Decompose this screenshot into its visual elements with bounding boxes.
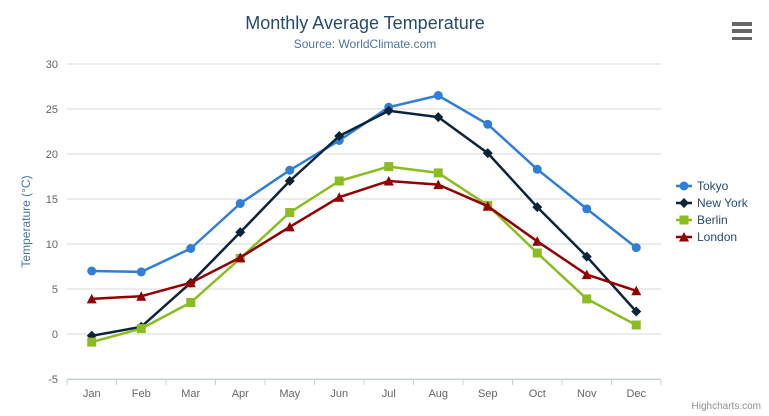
data-point-new-york[interactable] [284, 176, 295, 186]
data-point-new-york[interactable] [383, 105, 394, 116]
legend-item-new-york[interactable]: New York [676, 194, 748, 211]
chart-title: Monthly Average Temperature [245, 13, 485, 33]
legend-label: Berlin [697, 212, 728, 227]
data-point-berlin[interactable] [433, 168, 443, 178]
x-axis-tick-label: Feb [132, 388, 151, 400]
series-line-london[interactable] [90, 179, 638, 301]
data-point-berlin[interactable] [136, 324, 146, 334]
x-axis-tick-label: Apr [232, 388, 249, 400]
y-axis-tick-label: 15 [46, 194, 58, 206]
hamburger-bar [732, 36, 752, 40]
data-point-london[interactable] [482, 201, 493, 211]
legend-label: New York [697, 195, 748, 210]
data-point-london[interactable] [86, 293, 97, 304]
data-point-tokyo[interactable] [532, 164, 542, 174]
data-point-london[interactable] [383, 176, 394, 186]
data-point-tokyo[interactable] [483, 119, 493, 129]
x-axis-tick-label: Oct [529, 388, 546, 400]
data-point-new-york[interactable] [581, 251, 592, 262]
series-line-berlin[interactable] [90, 165, 638, 344]
data-point-london[interactable] [235, 252, 246, 263]
data-point-london[interactable] [433, 179, 444, 190]
data-point-tokyo[interactable] [631, 243, 641, 253]
data-point-berlin[interactable] [186, 298, 196, 307]
legend-item-london[interactable]: London [676, 228, 748, 245]
diamond-marker-icon [676, 197, 692, 208]
x-axis-tick-label: Sep [478, 388, 498, 400]
data-point-berlin[interactable] [582, 294, 592, 304]
y-axis-tick-label: 10 [46, 239, 58, 251]
circle-marker-icon [676, 181, 692, 190]
triangle-marker-icon [676, 231, 692, 241]
data-point-berlin[interactable] [285, 208, 295, 217]
y-axis-tick-label: 5 [52, 284, 58, 296]
x-axis-tick-label: May [279, 388, 300, 400]
y-axis-tick-label: -5 [48, 374, 58, 386]
data-point-tokyo[interactable] [433, 91, 443, 100]
data-point-new-york[interactable] [482, 148, 493, 159]
legend-item-berlin[interactable]: Berlin [676, 211, 748, 228]
series-line-new-york[interactable] [90, 109, 638, 338]
data-point-new-york[interactable] [235, 227, 246, 238]
data-point-tokyo[interactable] [582, 204, 592, 214]
data-point-new-york[interactable] [433, 112, 444, 123]
data-point-berlin[interactable] [384, 162, 394, 172]
y-axis-tick-label: 30 [46, 59, 58, 71]
data-point-london[interactable] [532, 236, 543, 246]
data-point-berlin[interactable] [532, 248, 542, 258]
data-point-berlin[interactable] [87, 337, 97, 347]
legend: Tokyo New York Berlin London [676, 177, 748, 245]
data-point-london[interactable] [136, 291, 147, 301]
data-point-london[interactable] [334, 192, 345, 202]
x-axis-tick-label: Mar [181, 388, 200, 400]
hamburger-bar [732, 29, 752, 33]
credits-link[interactable]: Highcharts.com [691, 401, 761, 412]
square-marker-icon [676, 215, 692, 224]
data-point-london[interactable] [185, 277, 196, 288]
x-axis-tick-label: Jan [83, 388, 101, 400]
y-axis-tick-label: 25 [46, 104, 58, 116]
legend-label: Tokyo [697, 178, 729, 193]
data-point-tokyo[interactable] [235, 199, 245, 208]
chart-subtitle: Source: WorldClimate.com [293, 37, 437, 51]
data-point-tokyo[interactable] [87, 266, 97, 276]
data-point-london[interactable] [631, 285, 642, 296]
data-point-berlin[interactable] [334, 176, 344, 186]
data-point-london[interactable] [581, 269, 592, 280]
data-point-tokyo[interactable] [285, 165, 295, 175]
legend-item-tokyo[interactable]: Tokyo [676, 177, 748, 194]
data-point-tokyo[interactable] [136, 267, 146, 277]
series-line-tokyo[interactable] [90, 94, 638, 274]
x-axis-tick-label: Jul [382, 388, 396, 400]
data-point-london[interactable] [284, 221, 295, 232]
x-axis-tick-label: Dec [626, 388, 646, 400]
data-point-new-york[interactable] [631, 306, 642, 317]
x-axis-tick-label: Aug [428, 388, 448, 400]
y-axis-tick-label: 0 [52, 329, 58, 341]
data-point-berlin[interactable] [631, 320, 641, 330]
hamburger-bar [732, 22, 752, 26]
y-axis-tick-label: 20 [46, 149, 58, 161]
data-point-new-york[interactable] [532, 202, 543, 213]
hamburger-menu-icon[interactable] [732, 21, 756, 41]
x-axis-tick-label: Jun [330, 388, 348, 400]
data-point-tokyo[interactable] [186, 244, 196, 253]
y-axis-title: Temperature (°C) [19, 175, 33, 267]
data-point-new-york[interactable] [334, 131, 345, 141]
x-axis-tick-label: Nov [577, 388, 597, 400]
legend-label: London [697, 229, 738, 244]
